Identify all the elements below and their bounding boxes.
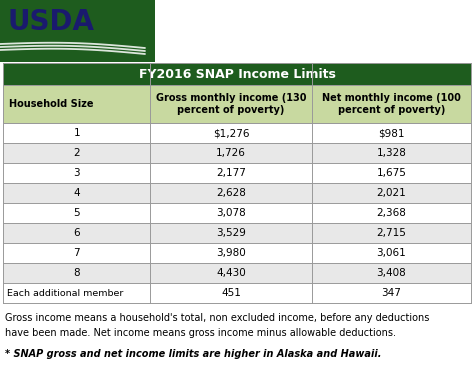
Text: 4: 4 (73, 188, 80, 198)
Text: 3,980: 3,980 (216, 248, 246, 258)
Text: $1,276: $1,276 (213, 128, 249, 138)
Text: 2,021: 2,021 (376, 188, 406, 198)
Text: $981: $981 (378, 128, 405, 138)
Text: 2,368: 2,368 (376, 208, 406, 218)
Text: 451: 451 (221, 288, 241, 298)
Bar (3, 63, 471, 85)
Text: 1,328: 1,328 (376, 148, 406, 158)
Text: USDA: USDA (8, 8, 95, 36)
Bar (3, 243, 471, 263)
Bar (155, 0, 474, 62)
Text: 3: 3 (73, 168, 80, 178)
Text: 1,726: 1,726 (216, 148, 246, 158)
Bar (3, 263, 471, 283)
Text: 8: 8 (73, 268, 80, 278)
Bar (3, 85, 471, 123)
Bar (3, 123, 471, 143)
Text: 2,177: 2,177 (216, 168, 246, 178)
Bar (0, 0, 474, 62)
Text: 3,078: 3,078 (216, 208, 246, 218)
Text: FY2016 SNAP Income Limits: FY2016 SNAP Income Limits (138, 68, 336, 81)
Text: * SNAP gross and net income limits are higher in Alaska and Hawaii.: * SNAP gross and net income limits are h… (5, 349, 382, 359)
Text: Gross income means a household's total, non excluded income, before any deductio: Gross income means a household's total, … (5, 313, 429, 338)
Text: 7: 7 (73, 248, 80, 258)
Text: 5: 5 (73, 208, 80, 218)
Text: Each additional member: Each additional member (7, 288, 123, 298)
Bar (3, 183, 471, 203)
Text: 2,715: 2,715 (376, 228, 406, 238)
Text: 1: 1 (73, 128, 80, 138)
Bar (3, 283, 471, 303)
Text: 3,408: 3,408 (376, 268, 406, 278)
Text: 6: 6 (73, 228, 80, 238)
Text: 347: 347 (382, 288, 401, 298)
Text: 3,061: 3,061 (376, 248, 406, 258)
Text: 3,529: 3,529 (216, 228, 246, 238)
Text: 1,675: 1,675 (376, 168, 406, 178)
Bar (3, 223, 471, 243)
Bar (3, 203, 471, 223)
Text: 2,628: 2,628 (216, 188, 246, 198)
Text: Gross monthly income (130
percent of poverty): Gross monthly income (130 percent of pov… (156, 93, 306, 115)
Text: 4,430: 4,430 (216, 268, 246, 278)
Bar (0, 0, 155, 62)
Text: Household Size: Household Size (9, 99, 93, 109)
Text: Net monthly income (100
percent of poverty): Net monthly income (100 percent of pover… (322, 93, 461, 115)
Bar (3, 163, 471, 183)
Bar (3, 143, 471, 163)
Polygon shape (0, 0, 155, 62)
Text: 2: 2 (73, 148, 80, 158)
